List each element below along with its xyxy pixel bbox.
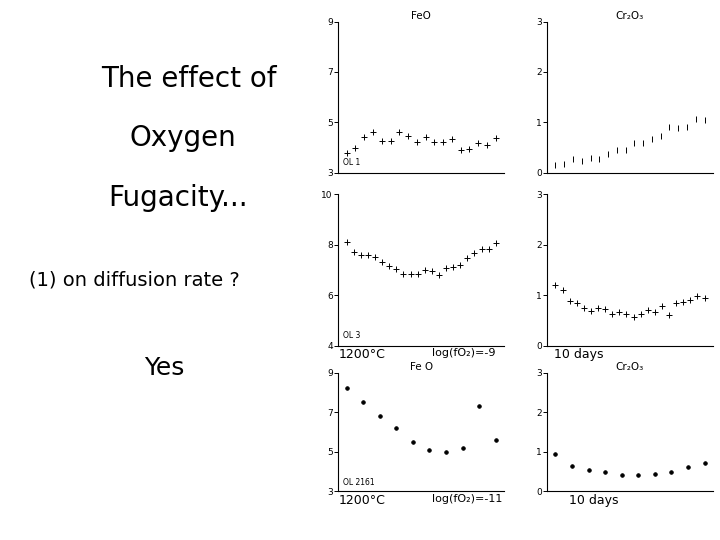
Text: The effect of: The effect of xyxy=(101,65,276,93)
Text: 1200°C: 1200°C xyxy=(338,494,385,507)
Text: OL 3: OL 3 xyxy=(343,330,361,340)
Text: OL 1: OL 1 xyxy=(343,158,361,167)
Title: FeO: FeO xyxy=(411,11,431,21)
Text: 10 days: 10 days xyxy=(554,348,604,361)
Text: 1200°C: 1200°C xyxy=(338,348,385,361)
Text: 10 days: 10 days xyxy=(569,494,618,507)
Title: Fe O: Fe O xyxy=(410,362,433,372)
Text: Oxygen: Oxygen xyxy=(130,124,236,152)
Text: (1) on diffusion rate ?: (1) on diffusion rate ? xyxy=(29,270,240,289)
Text: log(fO₂)=-9: log(fO₂)=-9 xyxy=(432,348,495,359)
Text: Yes: Yes xyxy=(144,356,184,380)
Title: Cr₂O₃: Cr₂O₃ xyxy=(616,362,644,372)
Text: OL 2161: OL 2161 xyxy=(343,478,375,487)
Text: log(fO₂)=-11: log(fO₂)=-11 xyxy=(432,494,503,504)
Title: Cr₂O₃: Cr₂O₃ xyxy=(616,11,644,21)
Text: Fugacity...: Fugacity... xyxy=(108,184,248,212)
